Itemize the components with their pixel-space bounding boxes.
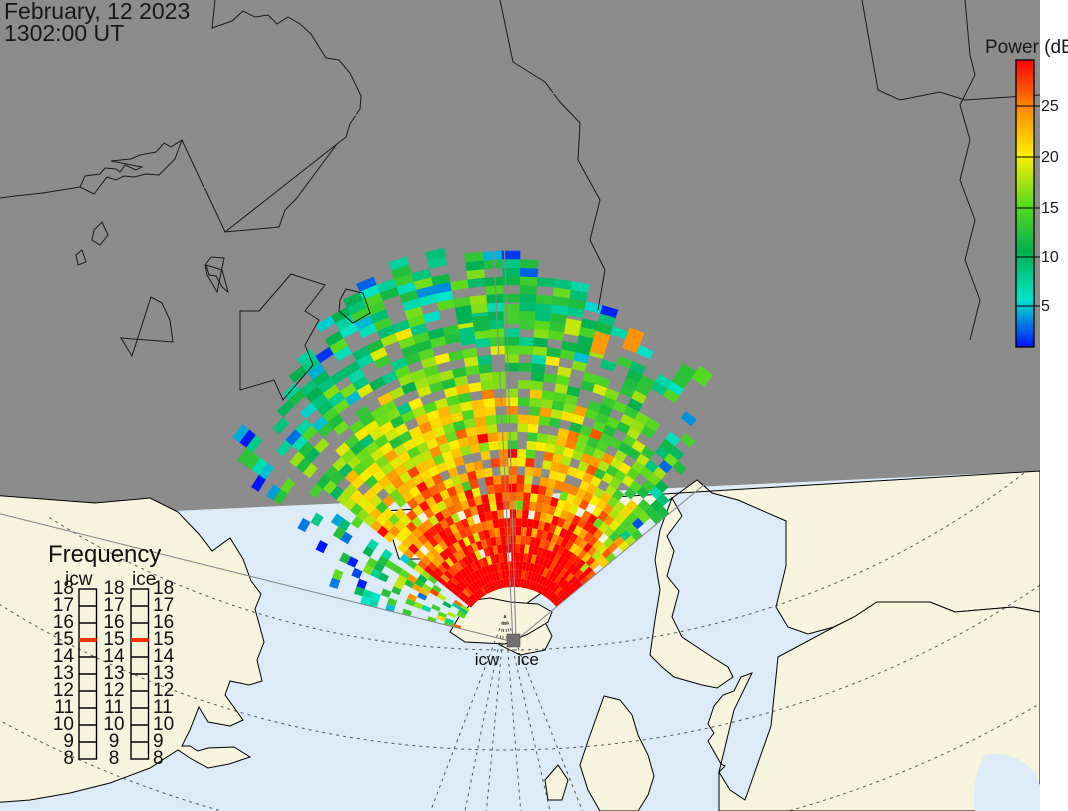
svg-text:15: 15 [1041,200,1059,217]
svg-text:8: 8 [63,748,74,769]
svg-text:8: 8 [109,748,120,769]
svg-text:Power (dB): Power (dB) [985,37,1068,58]
svg-text:ice: ice [517,650,539,669]
svg-text:icw: icw [475,650,500,669]
svg-text:10: 10 [1041,249,1059,266]
svg-text:1302:00 UT: 1302:00 UT [4,20,124,46]
svg-text:Frequency: Frequency [48,541,161,568]
svg-text:5: 5 [1041,298,1050,315]
svg-text:25: 25 [1041,98,1059,115]
svg-text:8: 8 [153,748,164,769]
svg-text:20: 20 [1041,149,1059,166]
